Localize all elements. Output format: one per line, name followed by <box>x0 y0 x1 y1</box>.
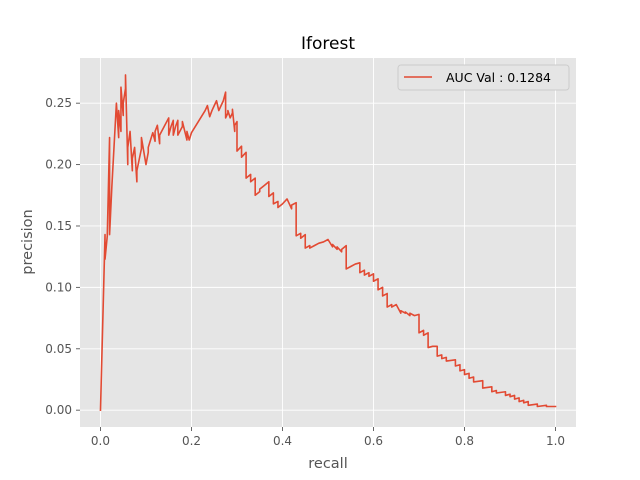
y-axis-label: precision <box>20 209 36 274</box>
y-tick-label: 0.10 <box>45 280 72 294</box>
legend: AUC Val : 0.1284 <box>397 64 570 91</box>
y-tick-label: 0.00 <box>45 403 72 417</box>
y-tick-label: 0.25 <box>45 96 72 110</box>
x-tick-label: 0.8 <box>455 434 474 448</box>
x-tick-label: 1.0 <box>546 434 565 448</box>
axis-ticks: 0.0 0.2 0.4 0.6 0.8 1.0 0.00 0.05 0.10 0.15 0.20 0.… <box>45 96 565 448</box>
series-layer <box>99 74 557 412</box>
legend-label: AUC Val : 0.1284 <box>446 70 551 85</box>
grid-lines <box>80 58 576 427</box>
x-tick-label: 0.6 <box>364 434 383 448</box>
legend-box <box>397 64 570 91</box>
y-tick-label: 0.05 <box>45 342 72 356</box>
series-line <box>99 74 557 412</box>
chart-title: Iforest <box>301 34 355 54</box>
x-tick-label: 0.4 <box>273 434 292 448</box>
plot-area <box>80 58 576 427</box>
x-axis-label: recall <box>308 456 347 472</box>
x-tick-label: 0.2 <box>182 434 201 448</box>
y-tick-label: 0.15 <box>45 219 72 233</box>
x-tick-label: 0.0 <box>91 434 110 448</box>
y-tick-label: 0.20 <box>45 158 72 172</box>
